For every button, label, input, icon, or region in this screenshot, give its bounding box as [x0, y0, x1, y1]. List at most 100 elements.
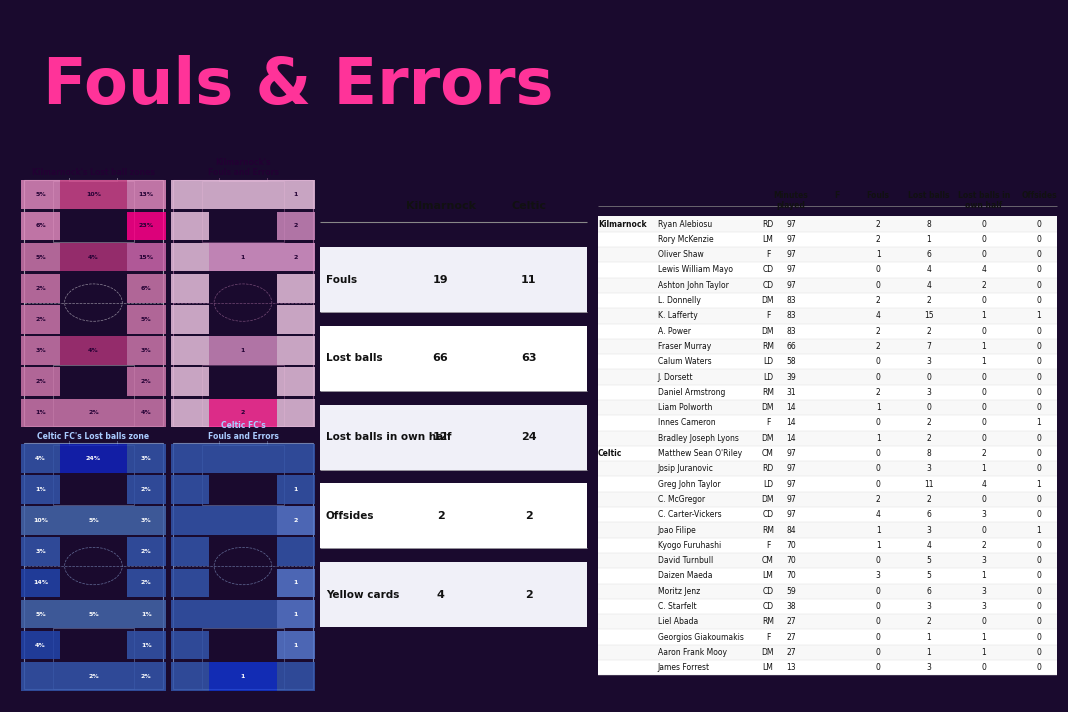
Text: 2%: 2% [141, 549, 152, 554]
Bar [277, 305, 315, 334]
Text: 39: 39 [786, 372, 796, 382]
Text: 4%: 4% [88, 255, 99, 260]
Text: RM: RM [761, 617, 774, 627]
Text: 27: 27 [786, 632, 796, 642]
Bar [171, 631, 209, 659]
Text: 1: 1 [240, 348, 246, 353]
Text: 3: 3 [981, 602, 986, 611]
Text: 0: 0 [1037, 372, 1041, 382]
Bar [202, 365, 284, 426]
Bar [219, 173, 267, 181]
Text: 3: 3 [926, 464, 931, 473]
Text: RD: RD [763, 219, 773, 229]
Bar [21, 211, 60, 241]
Text: 2: 2 [926, 419, 931, 427]
Bar [277, 444, 315, 473]
Bar [127, 568, 166, 597]
Text: 97: 97 [786, 281, 796, 290]
Text: Daizen Maeda: Daizen Maeda [658, 572, 712, 580]
Text: 4%: 4% [35, 643, 46, 648]
Text: 0: 0 [1037, 449, 1041, 458]
Text: 84: 84 [786, 525, 796, 535]
Text: 1: 1 [981, 342, 986, 351]
Text: 2: 2 [981, 281, 986, 290]
Text: CD: CD [763, 266, 773, 275]
Text: 23%: 23% [139, 224, 154, 229]
Text: DM: DM [761, 648, 774, 657]
Text: 0: 0 [1037, 464, 1041, 473]
Text: 2: 2 [876, 296, 881, 305]
Bar [60, 180, 127, 209]
Bar [171, 506, 209, 535]
FancyBboxPatch shape [598, 400, 1057, 415]
Text: Celtic: Celtic [598, 449, 623, 458]
Text: 2: 2 [294, 224, 298, 229]
Text: 97: 97 [786, 266, 796, 275]
Bar [127, 506, 166, 535]
Text: C. Carter-Vickers: C. Carter-Vickers [658, 511, 721, 519]
Text: CM: CM [763, 449, 774, 458]
Text: 3: 3 [876, 572, 881, 580]
Text: 2: 2 [876, 495, 881, 504]
Text: RM: RM [761, 388, 774, 397]
Text: Daniel Armstrong: Daniel Armstrong [658, 388, 725, 397]
Text: LM: LM [763, 235, 773, 244]
Text: 97: 97 [786, 235, 796, 244]
FancyBboxPatch shape [598, 553, 1057, 568]
Text: 2: 2 [926, 327, 931, 335]
Text: 63: 63 [521, 353, 536, 364]
Text: 0: 0 [1037, 572, 1041, 580]
Text: 6: 6 [926, 511, 931, 519]
Text: 1: 1 [926, 235, 931, 244]
Bar [21, 274, 60, 303]
Text: 0: 0 [1037, 648, 1041, 657]
Bar [171, 336, 209, 365]
Text: F: F [766, 632, 770, 642]
Text: 10%: 10% [33, 518, 48, 523]
Text: Innes Cameron: Innes Cameron [658, 419, 716, 427]
Text: 1: 1 [876, 434, 881, 443]
Text: 5: 5 [926, 556, 931, 565]
Text: 1: 1 [1037, 419, 1041, 427]
Text: 0: 0 [876, 602, 881, 611]
Text: 3: 3 [981, 511, 986, 519]
Text: 1%: 1% [141, 612, 152, 617]
Text: Joao Filipe: Joao Filipe [658, 525, 696, 535]
Text: 15: 15 [924, 311, 933, 320]
Text: DM: DM [761, 495, 774, 504]
Bar [21, 600, 60, 629]
FancyBboxPatch shape [598, 216, 1057, 231]
FancyBboxPatch shape [320, 483, 587, 548]
Bar [127, 180, 166, 209]
Text: 0: 0 [981, 495, 986, 504]
Bar [60, 444, 127, 473]
Text: 4: 4 [437, 590, 444, 600]
Text: 3: 3 [926, 388, 931, 397]
Bar [209, 600, 277, 629]
Text: 0: 0 [1037, 296, 1041, 305]
Bar [60, 399, 127, 427]
Bar [171, 367, 209, 396]
Text: 0: 0 [981, 525, 986, 535]
Text: 1: 1 [981, 648, 986, 657]
Text: 2: 2 [240, 410, 246, 415]
Text: LM: LM [763, 572, 773, 580]
FancyBboxPatch shape [598, 231, 1057, 247]
Text: Georgios Giakoumakis: Georgios Giakoumakis [658, 632, 743, 642]
Text: 14: 14 [786, 434, 796, 443]
Text: 27: 27 [786, 617, 796, 627]
Bar [219, 691, 267, 698]
Text: 1: 1 [926, 648, 931, 657]
Text: RM: RM [761, 342, 774, 351]
Bar [127, 631, 166, 659]
Bar [21, 367, 60, 396]
Bar [69, 173, 117, 181]
Bar [171, 180, 209, 209]
Text: 1: 1 [981, 311, 986, 320]
FancyBboxPatch shape [598, 446, 1057, 461]
Text: CD: CD [763, 281, 773, 290]
Text: 1: 1 [1037, 480, 1041, 488]
Text: 0: 0 [1037, 541, 1041, 550]
Text: 14: 14 [786, 403, 796, 412]
Text: CD: CD [763, 511, 773, 519]
